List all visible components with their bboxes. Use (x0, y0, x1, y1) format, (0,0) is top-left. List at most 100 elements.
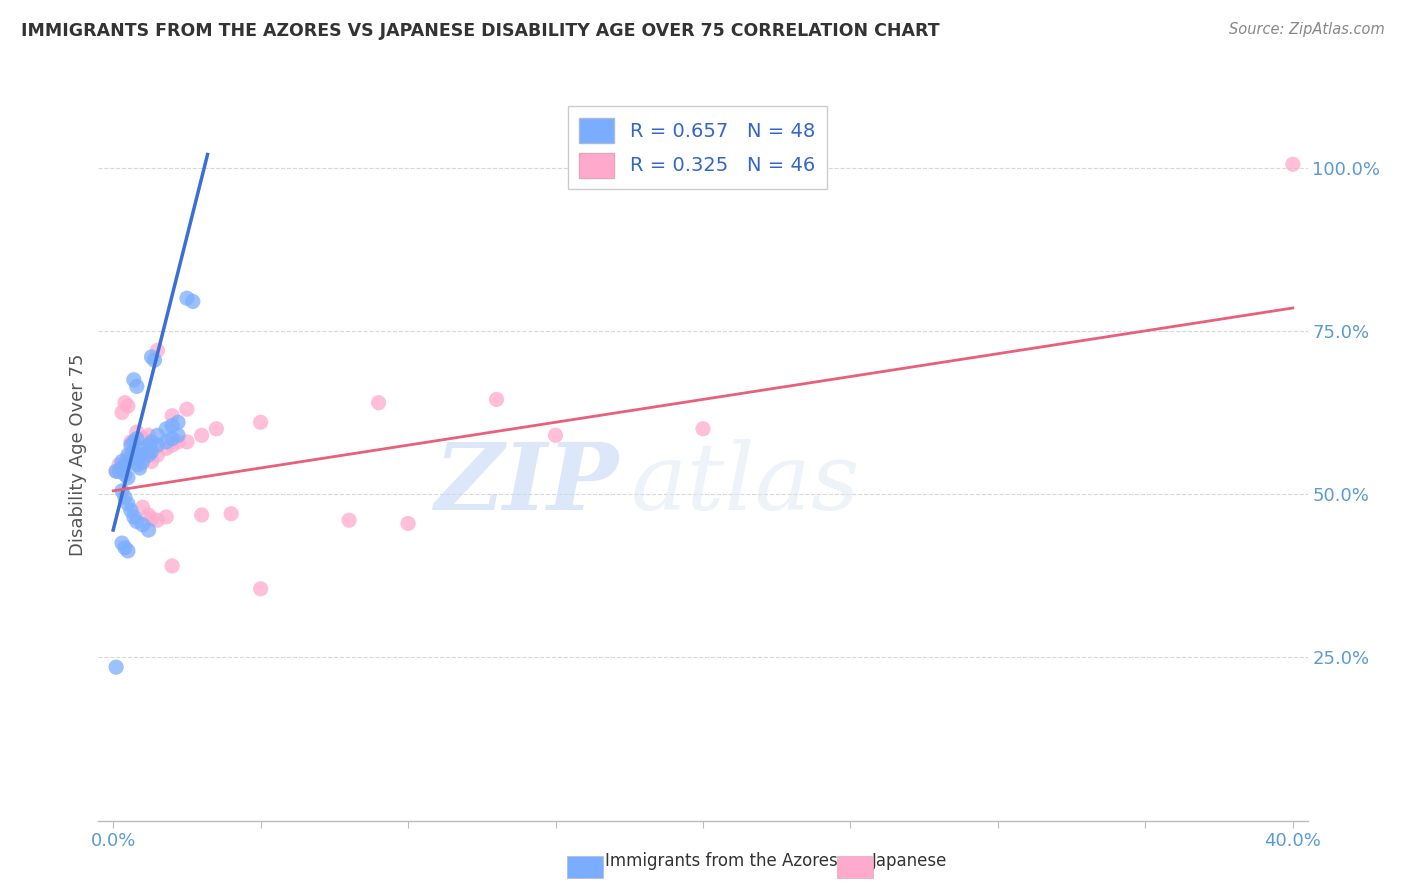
Point (131, 454, 153, 468)
Point (141, 350, 163, 364)
Point (125, 379, 148, 393)
Point (143, 353, 166, 368)
Point (146, 513, 169, 527)
Point (138, 448, 160, 462)
Point (138, 523, 160, 537)
Point (114, 458, 136, 472)
Y-axis label: Disability Age Over 75: Disability Age Over 75 (69, 353, 87, 557)
Text: Source: ZipAtlas.com: Source: ZipAtlas.com (1229, 22, 1385, 37)
Point (114, 541, 136, 555)
Point (167, 415, 190, 429)
Point (138, 508, 160, 522)
Point (122, 444, 145, 458)
Point (117, 451, 139, 466)
Point (190, 428, 212, 442)
Point (485, 392, 508, 407)
Point (128, 461, 150, 475)
Point (138, 428, 160, 442)
Point (396, 516, 419, 531)
Point (141, 512, 163, 526)
Point (544, 428, 567, 442)
Point (181, 294, 204, 309)
Point (160, 409, 183, 423)
Point (205, 422, 228, 436)
Point (167, 428, 190, 442)
Point (131, 448, 153, 462)
Point (131, 500, 153, 515)
Point (249, 415, 271, 429)
Point (117, 471, 139, 485)
Point (337, 513, 360, 527)
Point (117, 399, 139, 413)
Point (108, 464, 131, 478)
Point (128, 448, 150, 462)
Point (120, 448, 142, 462)
Text: ZIP: ZIP (434, 439, 619, 529)
Point (111, 536, 134, 550)
Point (146, 438, 169, 452)
Point (122, 434, 145, 449)
Point (190, 508, 212, 522)
Point (114, 458, 136, 472)
Point (131, 517, 153, 532)
Point (141, 434, 163, 449)
Point (141, 444, 163, 458)
Point (160, 438, 183, 452)
Point (125, 425, 148, 439)
Point (122, 510, 145, 524)
Legend: R = 0.657   N = 48, R = 0.325   N = 46: R = 0.657 N = 48, R = 0.325 N = 46 (568, 106, 827, 189)
Point (117, 448, 139, 462)
Point (146, 428, 169, 442)
Point (120, 451, 142, 466)
Point (219, 507, 242, 521)
Point (176, 291, 198, 305)
Point (114, 491, 136, 505)
Point (155, 510, 177, 524)
Point (105, 464, 128, 478)
Point (105, 660, 128, 674)
Point (128, 458, 150, 472)
Point (114, 467, 136, 482)
Point (367, 395, 389, 409)
Text: Japanese: Japanese (872, 852, 948, 870)
Point (125, 458, 148, 472)
Point (155, 434, 177, 449)
Point (141, 454, 163, 468)
Point (120, 503, 142, 517)
Point (122, 373, 145, 387)
Text: Immigrants from the Azores: Immigrants from the Azores (605, 852, 838, 870)
Point (131, 442, 153, 456)
Point (114, 395, 136, 409)
Point (138, 444, 160, 458)
Point (111, 454, 134, 468)
Point (167, 434, 190, 449)
Point (117, 497, 139, 511)
Point (155, 422, 177, 436)
Point (111, 483, 134, 498)
Point (111, 405, 134, 419)
Point (176, 434, 198, 449)
Point (120, 438, 142, 452)
Point (125, 432, 148, 446)
Point (105, 464, 128, 478)
Point (111, 461, 134, 475)
Point (131, 432, 153, 446)
Point (125, 515, 148, 529)
Point (111, 461, 134, 475)
Point (692, 422, 714, 436)
Point (138, 438, 160, 452)
Point (108, 458, 131, 472)
Point (120, 434, 142, 449)
Point (160, 418, 183, 433)
Point (160, 558, 183, 573)
Point (176, 402, 198, 417)
Point (125, 454, 148, 468)
Point (249, 582, 271, 596)
Text: atlas: atlas (630, 439, 860, 529)
Point (1282, 157, 1305, 171)
Point (155, 442, 177, 456)
Point (160, 432, 183, 446)
Text: IMMIGRANTS FROM THE AZORES VS JAPANESE DISABILITY AGE OVER 75 CORRELATION CHART: IMMIGRANTS FROM THE AZORES VS JAPANESE D… (21, 22, 939, 40)
Point (122, 448, 145, 462)
Point (146, 343, 169, 358)
